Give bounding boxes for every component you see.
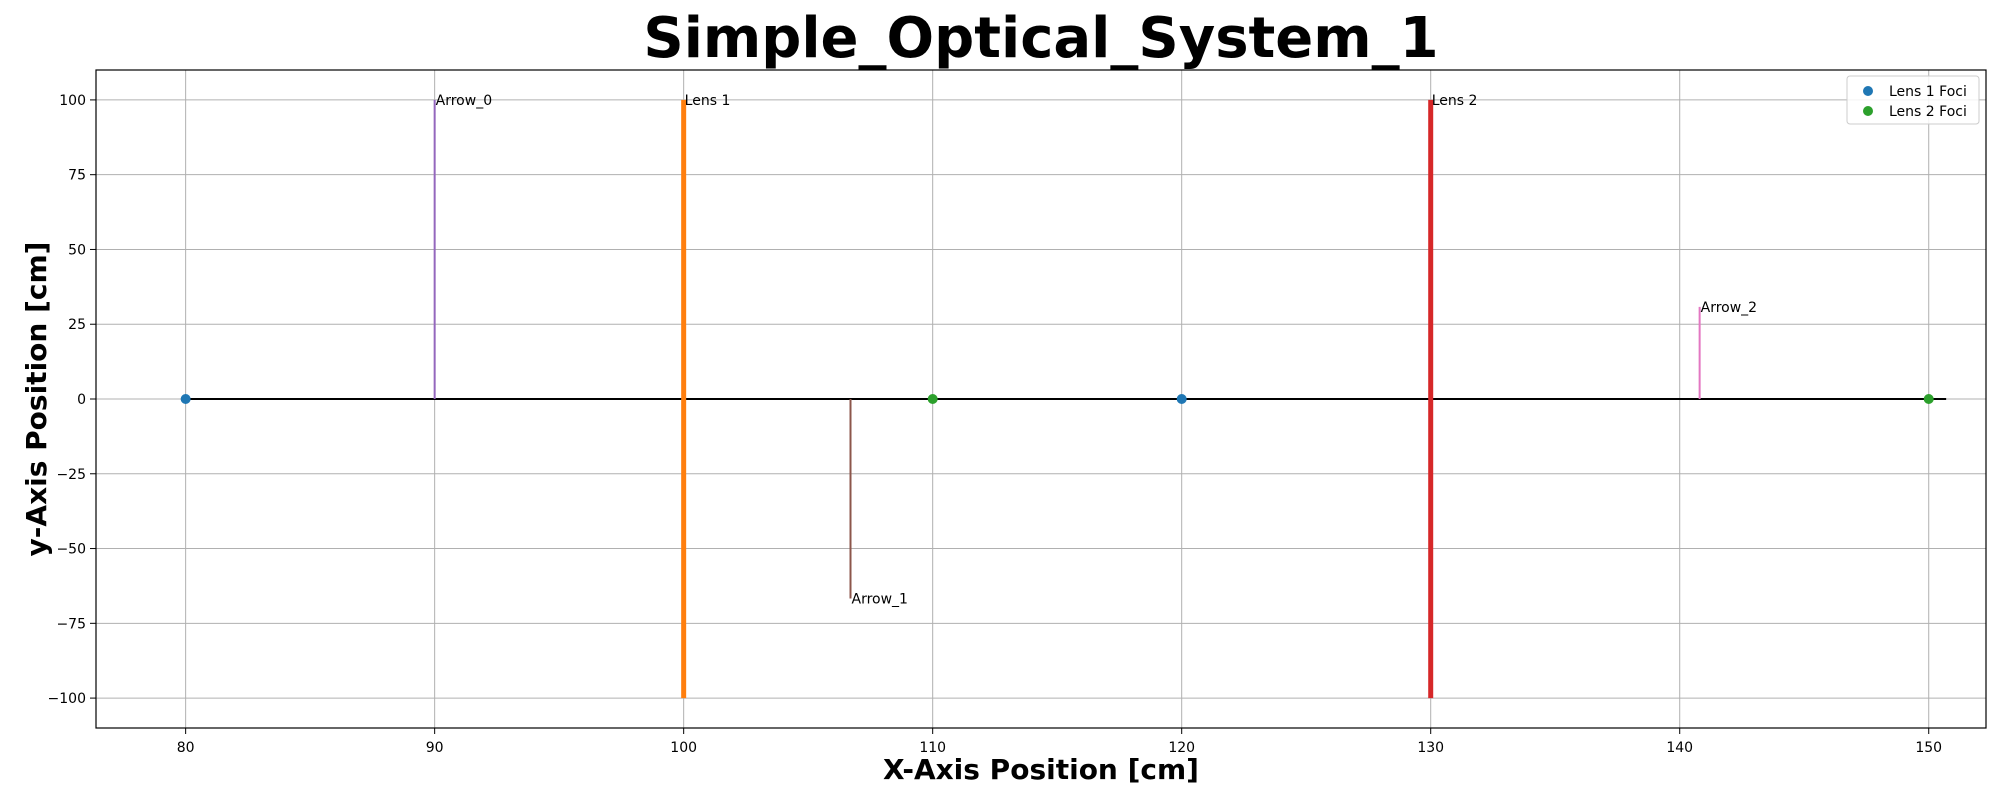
y-tick-label: 0: [77, 392, 86, 408]
arrow-1-label: Arrow_1: [852, 591, 908, 607]
legend-box: [1846, 75, 1980, 125]
focal-point: [1923, 394, 1934, 404]
legend-entry: Lens 1 Foci: [1889, 84, 1967, 100]
legend-entry: Lens 2 Foci: [1889, 104, 1967, 120]
x-tick-label: 110: [919, 740, 946, 756]
y-tick-label: 25: [68, 317, 86, 333]
lens-2-label: Lens 2: [1432, 93, 1478, 109]
x-tick-label: 90: [426, 740, 444, 756]
focal-points: [180, 394, 1934, 404]
x-tick-label: 100: [670, 740, 697, 756]
arrow-0-label: Arrow_0: [436, 93, 492, 109]
x-tick-label: 80: [177, 740, 195, 756]
x-tick-label: 130: [1417, 740, 1444, 756]
arrow-2-label: Arrow_2: [1701, 300, 1757, 316]
y-tick-label: 50: [68, 242, 86, 258]
tick-labels: 80 90 100 110 120 130 140 150 100 75 50 25 0 −25 −50 −7…: [48, 93, 1943, 756]
chart-title: Simple_Optical_System_1: [643, 6, 1438, 71]
y-tick-label: −75: [56, 616, 86, 632]
element-labels: Arrow_0 Lens 1 Arrow_1 Lens 2 Arrow_2: [436, 93, 1757, 608]
y-tick-label: −25: [56, 467, 86, 483]
lens-1-label: Lens 1: [685, 93, 731, 109]
optical-elements: [433, 99, 1701, 699]
y-tick-label: −100: [48, 691, 86, 707]
x-axis-label: X-Axis Position [cm]: [883, 753, 1199, 786]
x-tick-label: 120: [1168, 740, 1195, 756]
y-tick-label: 75: [68, 168, 86, 184]
x-tick-label: 140: [1666, 740, 1693, 756]
focal-point: [1176, 394, 1187, 404]
focal-point: [927, 394, 938, 404]
legend: Lens 1 Foci Lens 2 Foci: [1846, 75, 1980, 125]
y-tick-label: −50: [56, 542, 86, 558]
x-tick-label: 150: [1915, 740, 1942, 756]
legend-marker: [1863, 86, 1873, 96]
focal-point: [180, 394, 191, 404]
y-tick-label: 100: [59, 93, 86, 109]
y-axis-label: y-Axis Position [cm]: [20, 242, 53, 557]
legend-marker: [1863, 106, 1873, 116]
